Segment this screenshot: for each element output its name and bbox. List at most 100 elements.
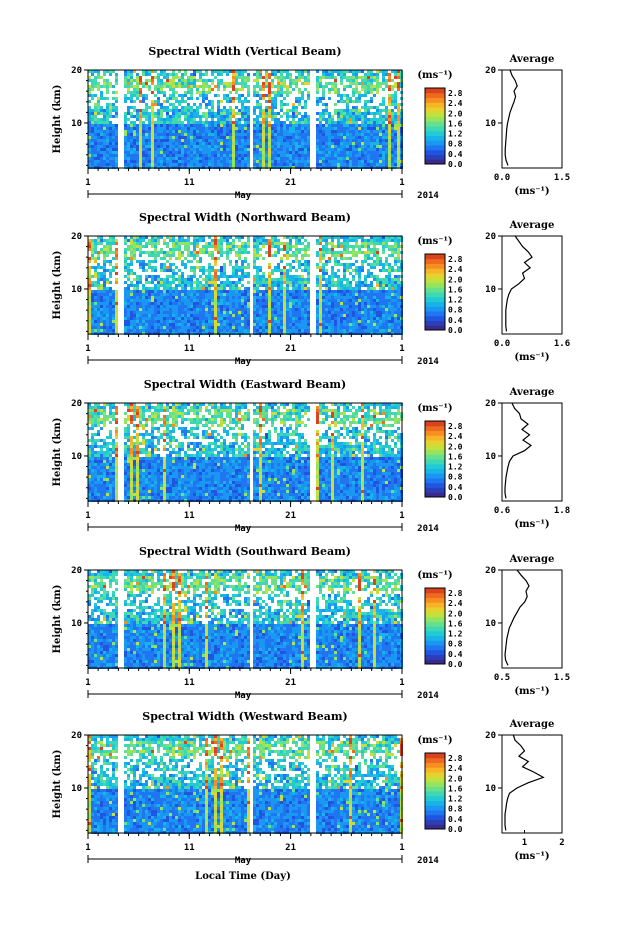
heatmap-cell bbox=[307, 130, 310, 133]
heatmap-cell bbox=[109, 136, 112, 139]
heatmap-cell bbox=[142, 157, 145, 160]
heatmap-cell bbox=[193, 311, 196, 314]
heatmap-cell bbox=[160, 130, 163, 133]
heatmap-cell bbox=[388, 157, 391, 160]
heatmap-cell bbox=[214, 85, 217, 88]
heatmap-cell bbox=[229, 329, 232, 332]
heatmap-cell bbox=[220, 127, 223, 130]
heatmap-cell bbox=[376, 130, 379, 133]
heatmap-cell bbox=[181, 323, 184, 326]
heatmap-cell bbox=[337, 142, 340, 145]
heatmap-cell bbox=[325, 76, 328, 79]
heatmap-cell bbox=[352, 94, 355, 97]
heatmap-cell bbox=[262, 245, 265, 248]
heatmap-cell bbox=[385, 157, 388, 160]
heatmap-cell bbox=[391, 154, 394, 157]
heatmap-cell bbox=[211, 290, 214, 293]
heatmap-cell bbox=[319, 284, 322, 287]
heatmap-cell bbox=[352, 88, 355, 91]
heatmap-cell bbox=[193, 236, 196, 239]
heatmap-cell bbox=[154, 124, 157, 127]
heatmap-cell bbox=[103, 118, 106, 121]
heatmap-cell bbox=[133, 127, 136, 130]
heatmap-cell bbox=[331, 88, 334, 91]
heatmap-cell bbox=[208, 115, 211, 118]
heatmap-cell bbox=[388, 115, 391, 118]
heatmap-cell bbox=[103, 299, 106, 302]
heatmap-cell bbox=[328, 148, 331, 151]
heatmap-cell bbox=[304, 239, 307, 242]
heatmap-cell bbox=[229, 242, 232, 245]
heatmap-cell bbox=[127, 287, 130, 290]
heatmap-cell bbox=[172, 305, 175, 308]
heatmap-cell bbox=[202, 302, 205, 305]
heatmap-cell bbox=[166, 163, 169, 166]
heatmap-cell bbox=[259, 305, 262, 308]
heatmap-cell bbox=[151, 290, 154, 293]
heatmap-cell bbox=[109, 263, 112, 266]
heatmap-cell bbox=[187, 85, 190, 88]
heatmap-cell bbox=[382, 145, 385, 148]
heatmap-cell bbox=[244, 163, 247, 166]
heatmap-cell bbox=[169, 151, 172, 154]
heatmap-cell bbox=[172, 320, 175, 323]
heatmap-cell bbox=[325, 130, 328, 133]
heatmap-cell bbox=[244, 145, 247, 148]
heatmap-cell bbox=[214, 248, 217, 251]
heatmap-cell bbox=[109, 130, 112, 133]
heatmap-cell bbox=[307, 70, 310, 73]
heatmap-cell bbox=[226, 151, 229, 154]
heatmap-cell bbox=[145, 136, 148, 139]
heatmap-cell bbox=[169, 311, 172, 314]
heatmap-cell bbox=[328, 76, 331, 79]
heatmap-cell bbox=[196, 320, 199, 323]
heatmap-cell bbox=[325, 139, 328, 142]
heatmap-cell bbox=[187, 136, 190, 139]
heatmap-cell bbox=[397, 115, 400, 118]
heatmap-cell bbox=[139, 121, 142, 124]
heatmap-cell bbox=[124, 133, 127, 136]
heatmap-cell bbox=[178, 85, 181, 88]
heatmap-cell bbox=[94, 151, 97, 154]
heatmap-cell bbox=[244, 257, 247, 260]
heatmap-cell bbox=[334, 160, 337, 163]
heatmap-cell bbox=[130, 112, 133, 115]
heatmap-cell bbox=[205, 106, 208, 109]
heatmap-cell bbox=[124, 305, 127, 308]
heatmap-cell bbox=[325, 281, 328, 284]
heatmap-cell bbox=[142, 97, 145, 100]
heatmap-cell bbox=[289, 299, 292, 302]
heatmap-cell bbox=[280, 269, 283, 272]
heatmap-cell bbox=[205, 248, 208, 251]
heatmap-cell bbox=[199, 145, 202, 148]
heatmap-cell bbox=[295, 251, 298, 254]
heatmap-cell bbox=[301, 106, 304, 109]
heatmap-cell bbox=[256, 245, 259, 248]
heatmap-cell bbox=[157, 85, 160, 88]
heatmap-cell bbox=[115, 79, 118, 82]
heatmap-cell bbox=[319, 269, 322, 272]
heatmap-cell bbox=[106, 127, 109, 130]
heatmap-cell bbox=[253, 94, 256, 97]
heatmap-cell bbox=[199, 70, 202, 73]
heatmap-cell bbox=[316, 118, 319, 121]
heatmap-cell bbox=[247, 239, 250, 242]
heatmap-cell bbox=[289, 130, 292, 133]
heatmap-cell bbox=[289, 121, 292, 124]
heatmap-cell bbox=[274, 326, 277, 329]
heatmap-cell bbox=[295, 70, 298, 73]
heatmap-cell bbox=[262, 157, 265, 160]
heatmap-cell bbox=[295, 124, 298, 127]
heatmap-cell bbox=[295, 275, 298, 278]
heatmap-cell bbox=[298, 299, 301, 302]
heatmap-cell bbox=[343, 130, 346, 133]
heatmap-cell bbox=[172, 308, 175, 311]
heatmap-cell bbox=[127, 314, 130, 317]
heatmap-cell bbox=[241, 278, 244, 281]
heatmap-cell bbox=[160, 290, 163, 293]
heatmap-cell bbox=[208, 100, 211, 103]
heatmap-cell bbox=[139, 329, 142, 332]
heatmap-cell bbox=[157, 73, 160, 76]
heatmap-cell bbox=[346, 154, 349, 157]
heatmap-cell bbox=[223, 106, 226, 109]
